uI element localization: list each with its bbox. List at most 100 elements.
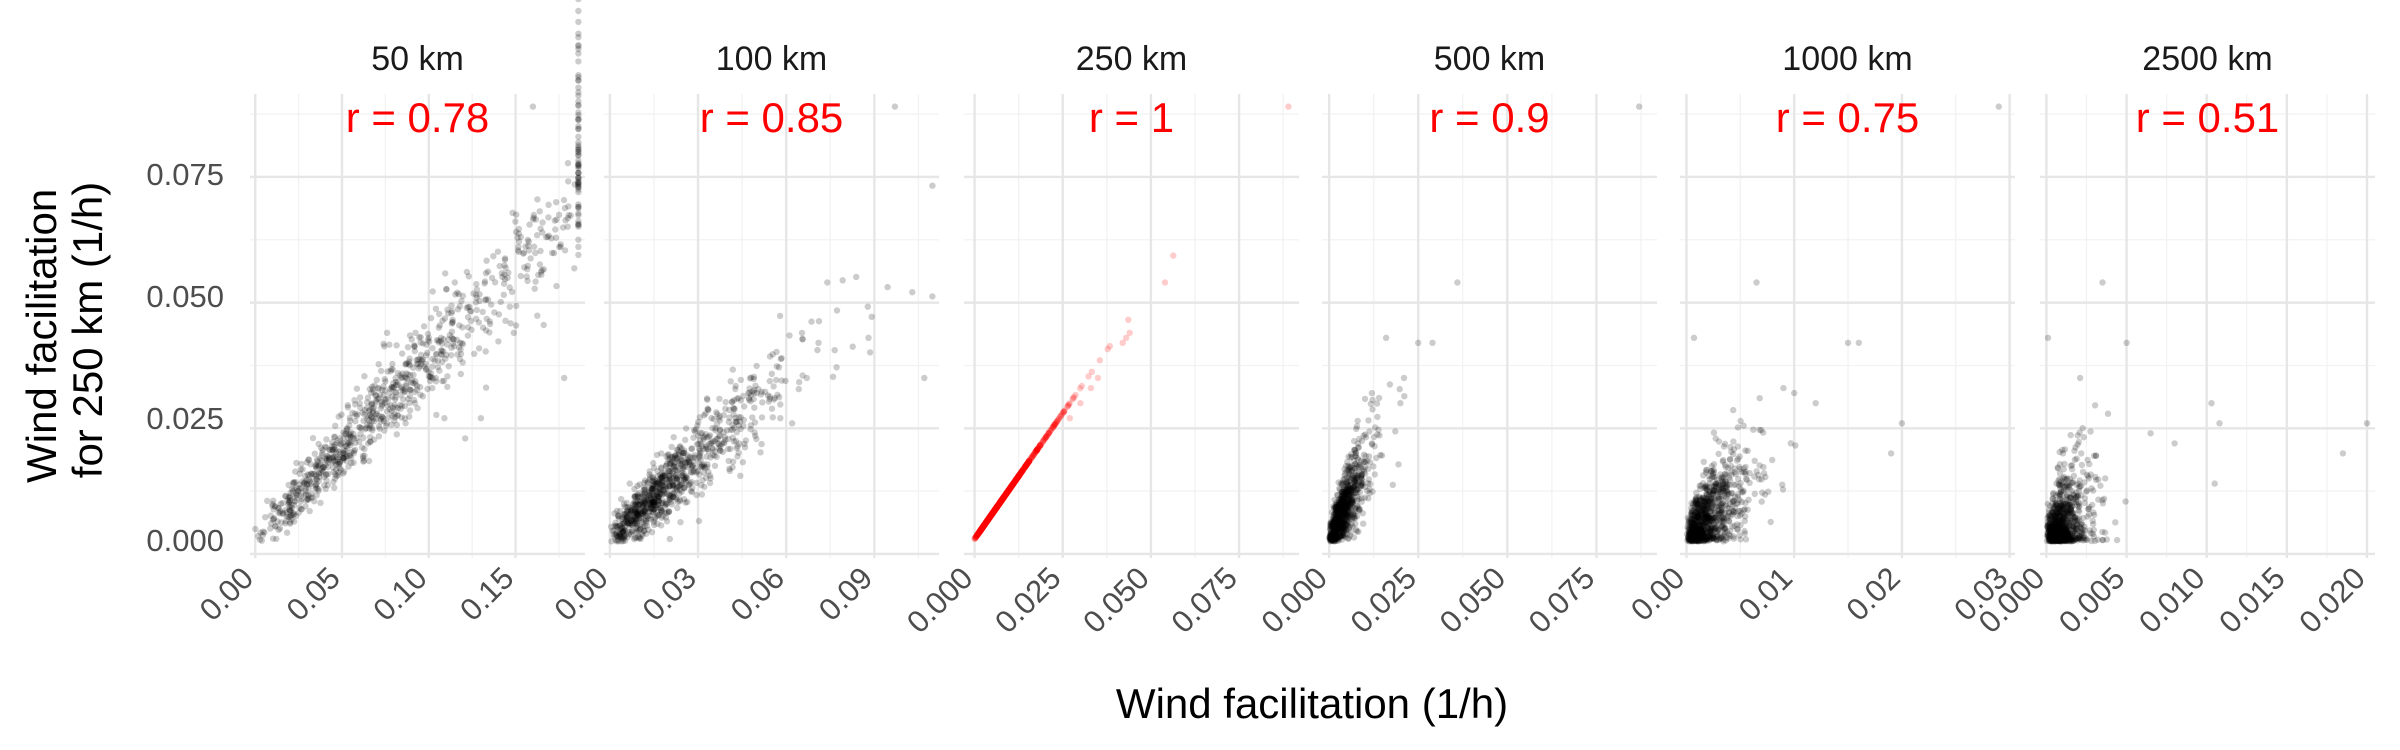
data-point <box>397 401 404 409</box>
data-point <box>696 437 704 444</box>
data-point <box>321 482 328 489</box>
data-point <box>674 504 681 512</box>
data-point <box>575 179 582 187</box>
data-point <box>326 454 333 461</box>
x-tick-label: 0.02 <box>1839 560 1906 627</box>
data-point <box>372 411 380 418</box>
data-point <box>538 268 545 275</box>
data-point <box>368 400 375 407</box>
data-point <box>540 266 547 273</box>
data-point <box>282 492 289 500</box>
data-point <box>448 308 456 315</box>
correlation-label: r = 0.85 <box>700 94 844 141</box>
data-point <box>323 471 330 478</box>
data-point <box>636 481 643 488</box>
data-point <box>459 359 466 366</box>
data-point <box>562 217 569 224</box>
data-point <box>335 460 342 468</box>
data-point <box>668 501 676 508</box>
data-point <box>575 101 582 109</box>
data-point <box>286 497 293 505</box>
data-point <box>442 270 449 277</box>
data-point <box>2102 475 2109 482</box>
data-point <box>412 377 419 385</box>
data-point <box>397 385 405 392</box>
data-point <box>319 446 326 454</box>
data-point <box>291 518 298 525</box>
data-point <box>279 509 286 516</box>
data-point <box>389 393 396 400</box>
data-point <box>720 439 727 446</box>
data-point <box>368 401 375 409</box>
data-point <box>526 221 533 228</box>
data-point <box>720 411 728 419</box>
data-point <box>575 115 582 122</box>
data-point <box>346 451 354 459</box>
data-point <box>438 350 445 358</box>
data-point <box>1760 470 1768 477</box>
data-point <box>483 315 490 322</box>
data-point <box>703 453 710 460</box>
data-point <box>290 480 297 487</box>
data-point <box>413 386 421 393</box>
data-point <box>778 377 785 384</box>
data-point <box>515 243 522 251</box>
data-point <box>352 418 359 425</box>
x-tick-label: 0.00 <box>193 560 260 627</box>
data-point <box>467 307 474 315</box>
data-point <box>274 518 281 525</box>
data-point <box>667 495 674 502</box>
data-point <box>733 418 740 426</box>
data-point <box>849 343 856 350</box>
data-point <box>334 458 341 466</box>
data-point <box>288 512 295 519</box>
data-point <box>343 442 350 450</box>
data-point <box>293 490 300 497</box>
data-point <box>702 431 709 438</box>
data-point <box>751 404 758 411</box>
data-point <box>1722 478 1729 485</box>
data-point <box>446 332 453 339</box>
facet-panel: 100 kmr = 0.850.00 0.03 0.06 0.09 <box>547 40 939 628</box>
data-point <box>285 499 293 506</box>
data-point <box>529 103 537 110</box>
data-point <box>575 222 582 229</box>
correlation-label: r = 0.78 <box>346 94 490 141</box>
data-point <box>391 410 398 418</box>
data-point <box>399 386 406 393</box>
data-point <box>366 411 374 418</box>
data-point <box>704 405 711 412</box>
data-point <box>372 392 380 399</box>
data-point <box>375 433 383 440</box>
data-point <box>444 341 451 348</box>
data-point <box>413 382 421 390</box>
data-point <box>435 324 442 331</box>
data-point <box>425 373 432 380</box>
data-point <box>411 342 418 350</box>
data-point <box>356 438 363 446</box>
data-point <box>342 453 349 460</box>
data-point <box>1698 528 1706 535</box>
data-point <box>829 373 837 380</box>
data-point <box>1368 389 1376 397</box>
data-point <box>344 425 351 432</box>
data-point <box>417 351 425 359</box>
data-point <box>262 514 269 521</box>
data-point <box>440 335 447 343</box>
data-point <box>1995 103 2003 110</box>
data-point <box>339 456 347 464</box>
data-point <box>358 425 365 432</box>
data-point <box>331 443 338 450</box>
data-point <box>301 480 308 487</box>
data-point <box>429 355 436 363</box>
data-point <box>324 453 331 460</box>
data-point <box>575 125 582 132</box>
data-point <box>287 513 294 520</box>
data-point <box>1725 465 1732 472</box>
x-tick-label: 0.050 <box>1076 560 1156 640</box>
data-point <box>575 160 582 167</box>
data-point <box>426 338 433 345</box>
data-point <box>1359 476 1366 484</box>
data-point <box>575 163 582 170</box>
